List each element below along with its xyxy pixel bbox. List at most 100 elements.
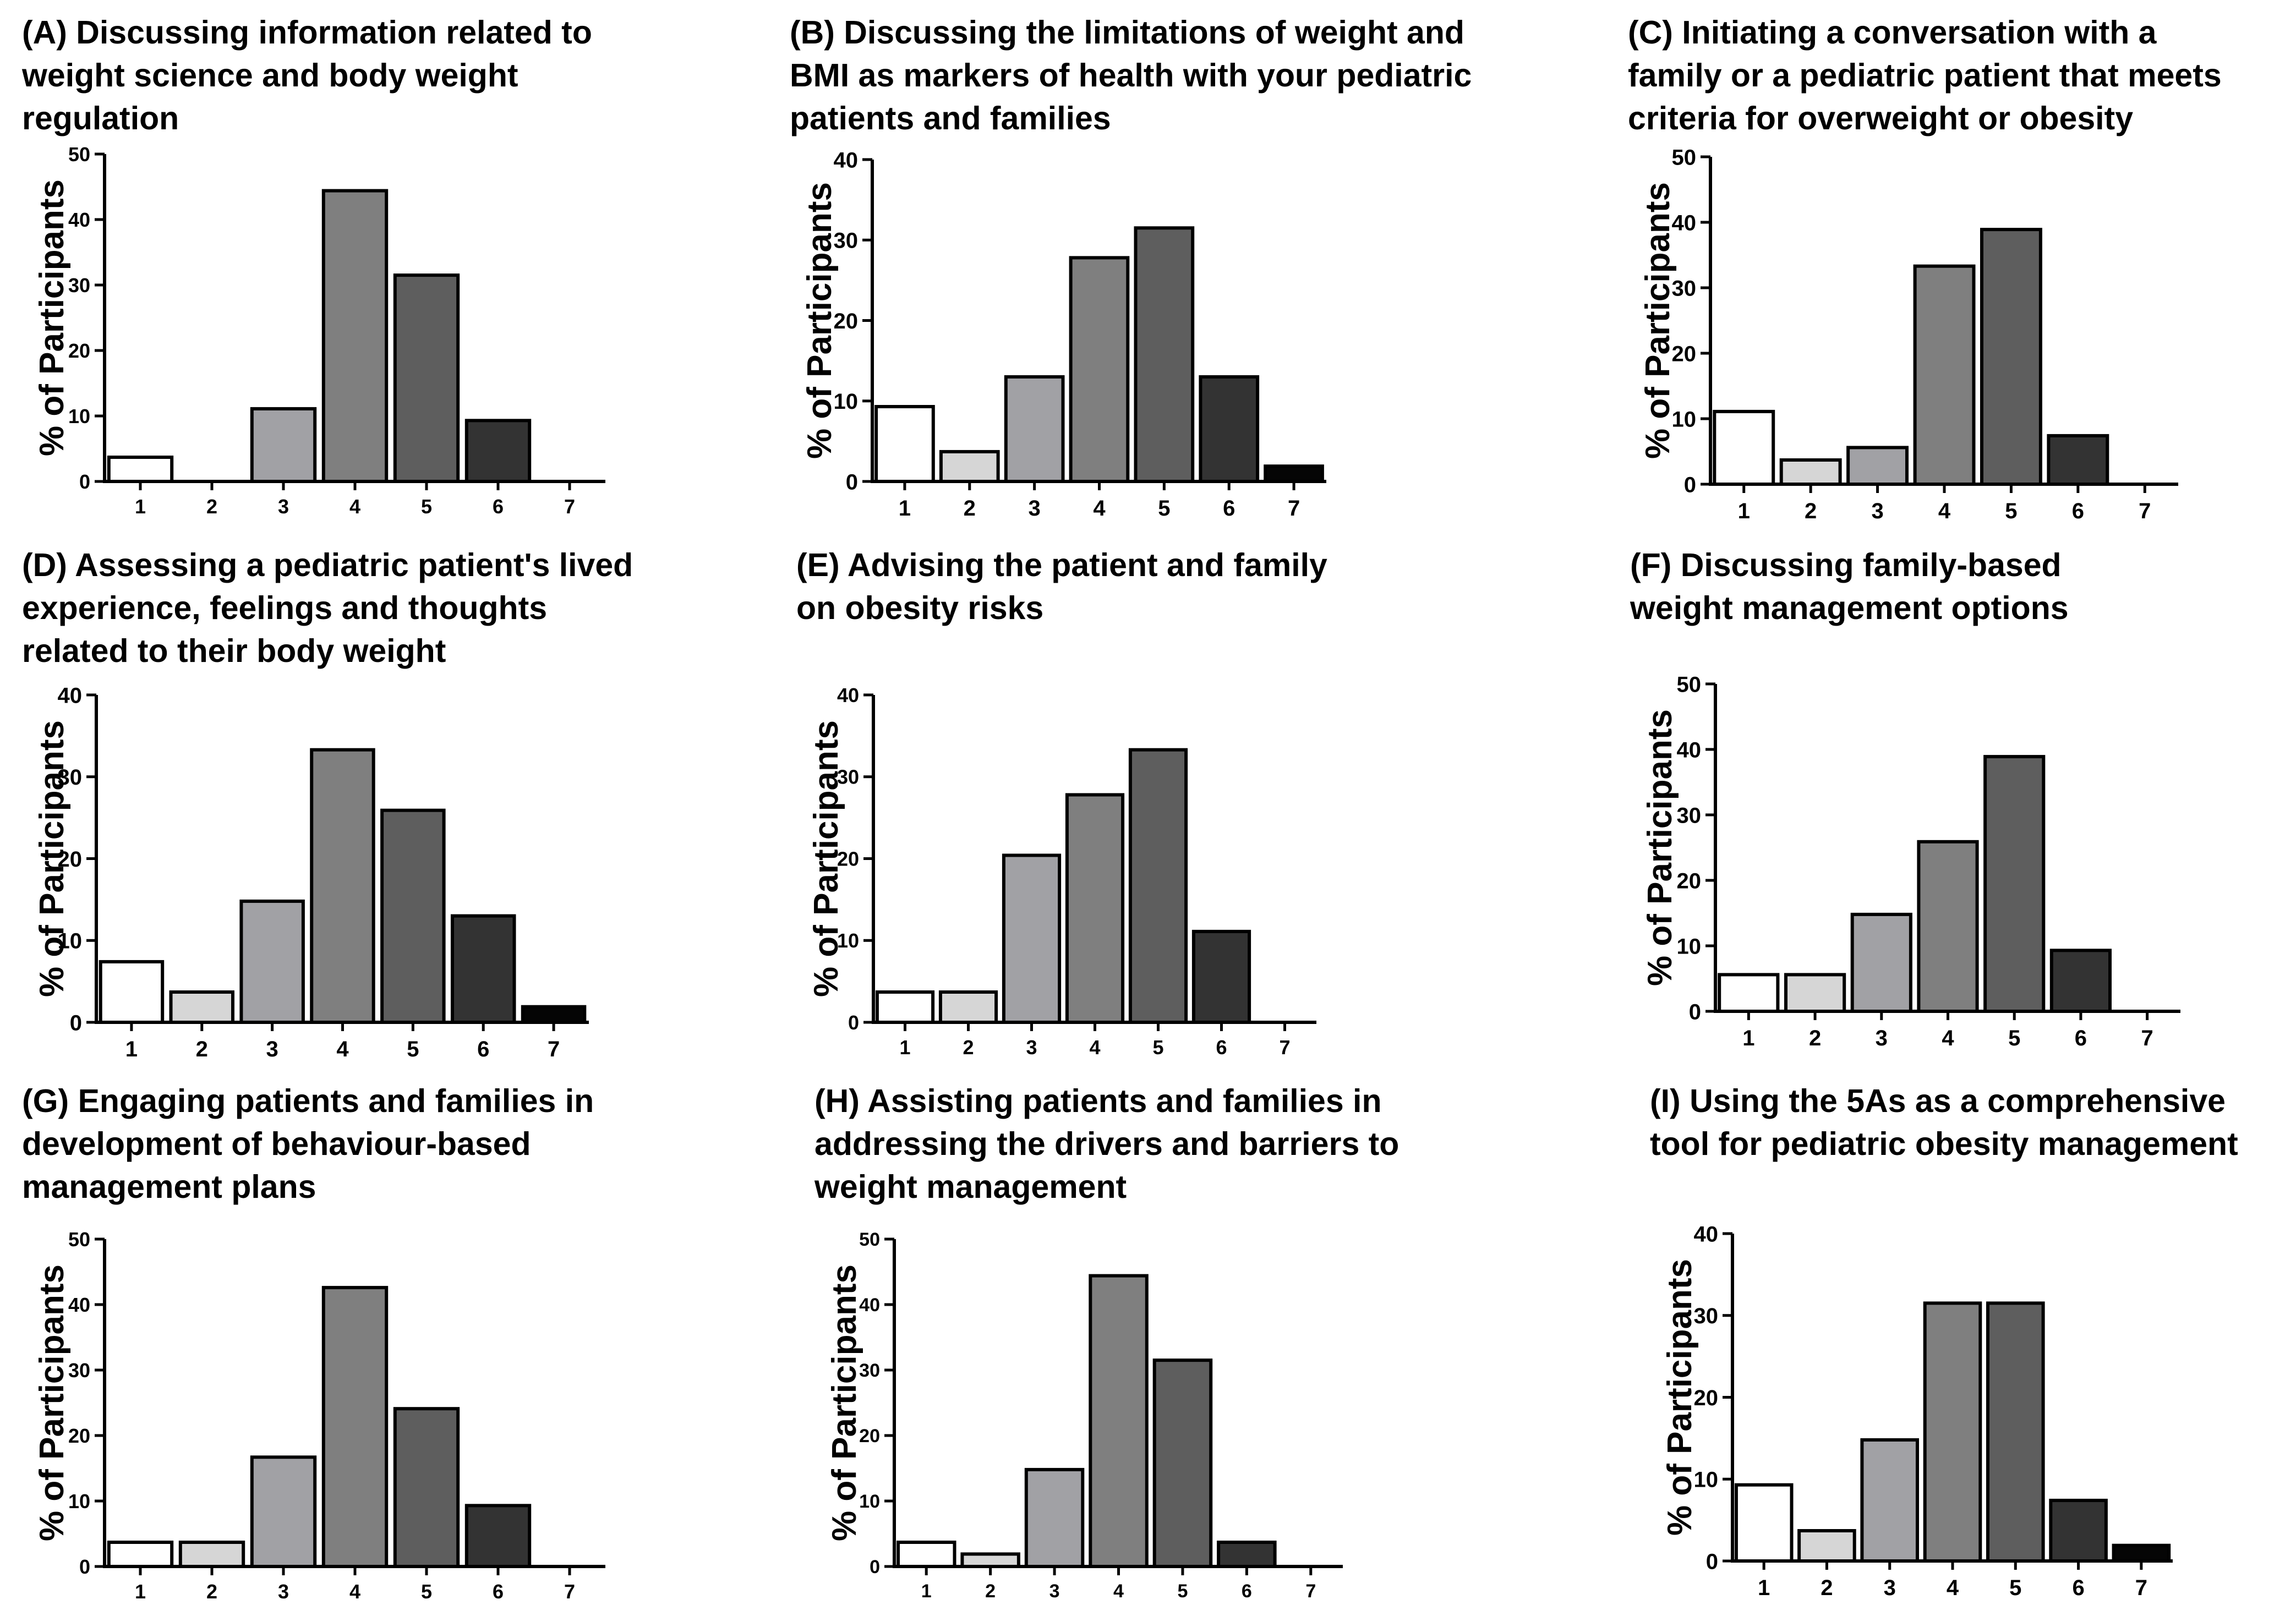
bar-1	[1713, 409, 1775, 486]
x-tick-label: 5	[1158, 496, 1170, 521]
x-tick-label: 1	[125, 1037, 138, 1061]
y-axis-title: % of Participants	[33, 179, 71, 456]
bar-5	[393, 1407, 460, 1568]
y-tick-label: 40	[58, 683, 83, 708]
x-tick-label: 3	[1871, 499, 1883, 523]
x-tick-label: 1	[1758, 1576, 1770, 1600]
x-tick-label: 4	[1942, 1026, 1954, 1050]
bar-7	[521, 1005, 587, 1025]
y-axis-title: % of Participants	[1641, 709, 1679, 986]
bar-5	[1980, 228, 2042, 486]
x-tick-label: 3	[278, 1580, 289, 1603]
bar-2	[178, 1541, 245, 1568]
x-tick-label: 3	[278, 495, 289, 518]
bar-5	[1128, 748, 1188, 1024]
panel-title-line: (H) Assisting patients and families in	[814, 1083, 1382, 1119]
x-tick-label: 4	[336, 1037, 349, 1061]
bar-3	[1850, 912, 1912, 1014]
y-tick-label: 40	[859, 1295, 880, 1316]
bar-4	[1913, 264, 1976, 486]
y-tick-label: 0	[1689, 1000, 1701, 1024]
panel-title: (D) Assessing a pediatric patient's live…	[22, 544, 787, 672]
y-tick-label: 20	[58, 847, 83, 872]
x-tick-label: 5	[421, 1580, 432, 1603]
panel-title-line: weight management options	[1630, 590, 2069, 626]
bar-3	[1846, 446, 1909, 486]
y-tick-label: 30	[859, 1360, 880, 1381]
bar-1	[896, 1541, 956, 1568]
bar-1	[874, 405, 935, 483]
x-tick-label: 3	[1029, 496, 1041, 521]
bar-4	[1069, 256, 1130, 483]
x-tick-label: 1	[899, 496, 911, 521]
panel-d: (D) Assessing a pediatric patient's live…	[22, 544, 787, 1080]
y-tick-label: 10	[1694, 1468, 1719, 1492]
y-tick-label: 20	[859, 1426, 880, 1447]
y-tick-label: 50	[1672, 145, 1697, 169]
bar-2	[938, 990, 998, 1024]
x-tick-label: 3	[1884, 1576, 1896, 1600]
x-tick-label: 1	[135, 495, 146, 518]
x-tick-label: 3	[1049, 1581, 1060, 1602]
panel-title: (I) Using the 5As as a comprehensive too…	[1650, 1080, 2296, 1165]
x-tick-label: 7	[2139, 499, 2151, 523]
bar-3	[1860, 1438, 1919, 1563]
bar-chart: 0 10 20 30 40 50 1 2 3 4 5 6 7 % of Participants	[1641, 672, 2180, 1050]
y-tick-label: 20	[837, 847, 859, 870]
panel-title: (H) Assisting patients and families in a…	[814, 1080, 1579, 1208]
panel-title-line: weight management	[814, 1169, 1127, 1205]
x-tick-label: 7	[564, 1580, 575, 1603]
y-tick-label: 30	[834, 229, 859, 253]
x-tick-label: 4	[1089, 1036, 1100, 1059]
x-tick-label: 3	[266, 1037, 278, 1061]
y-tick-label: 10	[1677, 934, 1702, 958]
panel-a: (A) Discussing information related to we…	[22, 11, 787, 547]
x-tick-label: 5	[1152, 1036, 1163, 1059]
panel-title-line: (E) Advising the patient and family	[796, 547, 1327, 583]
bar-chart: 0 10 20 30 40 1 2 3 4 5 6 7 % of Participants	[1661, 1222, 2173, 1600]
y-axis-title: % of Participants	[807, 720, 845, 997]
x-tick-label: 2	[964, 496, 976, 521]
panel-e: (E) Advising the patient and family on o…	[796, 544, 1561, 1080]
panel-title-line: (G) Engaging patients and families in	[22, 1083, 594, 1119]
x-tick-label: 5	[2008, 1026, 2020, 1050]
x-tick-label: 7	[1305, 1581, 1316, 1602]
x-tick-label: 1	[899, 1036, 910, 1059]
y-axis-title: % of Participants	[1639, 182, 1677, 459]
y-tick-label: 50	[859, 1229, 880, 1250]
y-tick-label: 40	[834, 148, 859, 172]
x-tick-label: 6	[477, 1037, 489, 1061]
bar-1	[875, 990, 935, 1024]
y-tick-label: 0	[1706, 1549, 1718, 1574]
x-tick-label: 6	[1223, 496, 1235, 521]
x-tick-label: 6	[2072, 1576, 2084, 1600]
panel-title-line: addressing the drivers and barriers to	[814, 1126, 1400, 1162]
bar-3	[1004, 375, 1065, 484]
y-tick-label: 30	[1672, 276, 1697, 300]
bar-2	[1784, 973, 1846, 1014]
bar-1	[107, 1541, 174, 1568]
bar-5	[1152, 1358, 1213, 1568]
x-tick-label: 6	[2075, 1026, 2087, 1050]
y-tick-label: 0	[79, 470, 90, 493]
bar-4	[1089, 1274, 1149, 1569]
bar-chart: 0 10 20 30 40 1 2 3 4 5 6 7 % of Participants	[33, 683, 589, 1061]
bar-5	[1134, 226, 1195, 483]
bar-4	[1923, 1301, 1982, 1563]
panel-title: (E) Advising the patient and family on o…	[796, 544, 1561, 629]
bar-6	[2049, 1498, 2108, 1563]
bar-2	[960, 1552, 1020, 1569]
x-tick-label: 6	[493, 1580, 504, 1603]
x-tick-label: 2	[1809, 1026, 1821, 1050]
bar-6	[2049, 949, 2112, 1013]
panel-title-line: (C) Initiating a conversation with a	[1628, 14, 2157, 51]
x-tick-label: 7	[1279, 1036, 1290, 1059]
bar-chart: 0 10 20 30 40 50 1 2 3 4 5 6 7 % of Participants	[1639, 145, 2178, 523]
bar-chart: 0 10 20 30 40 50 1 2 3 4 5 6 7 % of Participants	[826, 1229, 1343, 1602]
y-tick-label: 20	[68, 1425, 90, 1447]
panel-i: (I) Using the 5As as a comprehensive too…	[1650, 1080, 2296, 1616]
bar-2	[939, 450, 1000, 484]
bar-3	[1002, 853, 1062, 1024]
x-tick-label: 6	[2072, 499, 2084, 523]
y-tick-label: 40	[68, 209, 90, 231]
